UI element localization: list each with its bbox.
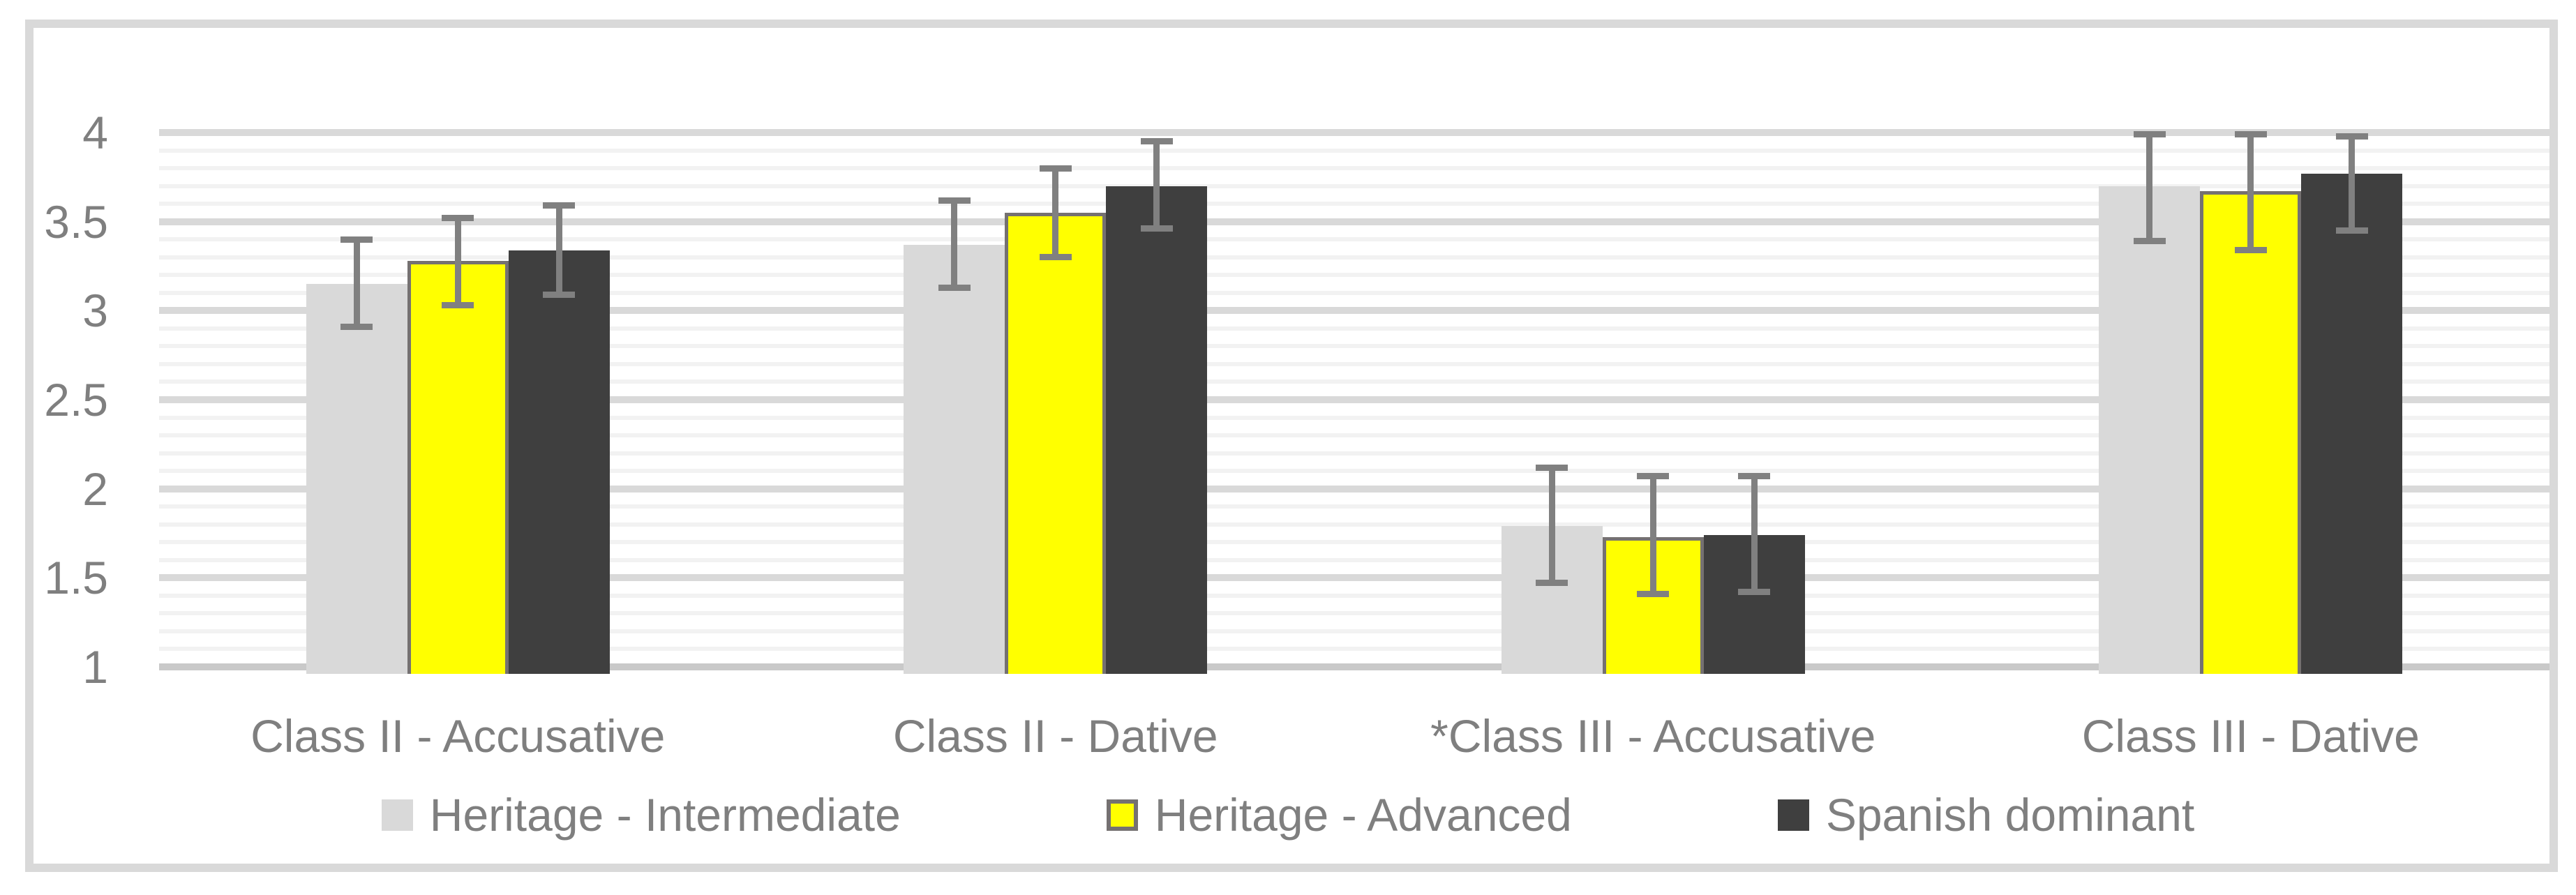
minor-gridline xyxy=(159,540,2549,545)
bar-series3-cat1 xyxy=(508,250,610,674)
minor-gridline xyxy=(159,504,2549,509)
error-bar xyxy=(1153,141,1160,229)
error-bar-cap xyxy=(938,197,971,204)
error-bar-cap xyxy=(543,202,576,209)
error-bar-cap xyxy=(1738,473,1771,480)
legend-item: Spanish dominant xyxy=(1777,789,2195,841)
error-bar-cap xyxy=(1738,589,1771,596)
minor-gridline xyxy=(159,148,2549,153)
bar-series1-cat2 xyxy=(904,244,1005,674)
error-bar-cap xyxy=(2133,131,2166,138)
y-tick-label: 1.5 xyxy=(44,552,108,604)
major-gridline xyxy=(159,307,2549,315)
error-bar-cap xyxy=(2335,133,2368,140)
error-bar-cap xyxy=(1637,473,1670,480)
minor-gridline xyxy=(159,629,2549,633)
legend: Heritage - Intermediate Heritage - Advanc… xyxy=(0,790,2576,840)
minor-gridline xyxy=(159,469,2549,474)
plot-area xyxy=(159,129,2549,674)
major-gridline xyxy=(159,485,2549,492)
minor-gridline xyxy=(159,273,2549,278)
y-tick-label: 4 xyxy=(82,107,108,158)
error-bar-cap xyxy=(2133,238,2166,245)
x-axis-line xyxy=(159,663,2549,670)
error-bar-cap xyxy=(1536,464,1568,471)
bar-series1-cat4 xyxy=(2099,186,2201,674)
legend-label: Heritage - Intermediate xyxy=(429,789,901,841)
error-bar-cap xyxy=(442,215,474,222)
error-bar xyxy=(1751,476,1758,592)
error-bar-cap xyxy=(340,323,373,330)
major-gridline xyxy=(159,129,2549,136)
minor-gridline xyxy=(159,451,2549,456)
major-gridline xyxy=(159,218,2549,225)
error-bar xyxy=(951,200,958,288)
major-gridline xyxy=(159,396,2549,403)
legend-swatch-icon xyxy=(1106,799,1138,831)
minor-gridline xyxy=(159,361,2549,366)
error-bar-cap xyxy=(938,284,971,291)
legend-item: Heritage - Intermediate xyxy=(381,789,901,841)
minor-gridline xyxy=(159,522,2549,527)
minor-gridline xyxy=(159,326,2549,331)
bar-series3-cat2 xyxy=(1106,186,1208,674)
y-tick-label: 2.5 xyxy=(44,374,108,426)
minor-gridline xyxy=(159,379,2549,384)
error-bar-cap xyxy=(1039,165,1072,172)
minor-gridline xyxy=(159,183,2549,188)
minor-gridline xyxy=(159,237,2549,242)
error-bar-cap xyxy=(543,291,576,298)
legend-swatch-icon xyxy=(1777,799,1809,831)
minor-gridline xyxy=(159,593,2549,598)
legend-label: Heritage - Advanced xyxy=(1154,789,1572,841)
bar-series2-cat4 xyxy=(2200,191,2302,674)
major-gridline xyxy=(159,574,2549,582)
minor-gridline xyxy=(159,433,2549,438)
y-tick-label: 3 xyxy=(82,285,108,337)
category-label: *Class III - Accusative xyxy=(1430,710,1876,762)
error-bar xyxy=(1649,476,1656,594)
minor-gridline xyxy=(159,557,2549,562)
error-bar xyxy=(1052,168,1059,257)
bar-series2-cat1 xyxy=(407,260,509,674)
minor-gridline xyxy=(159,344,2549,349)
error-bar xyxy=(2349,136,2356,231)
legend-label: Spanish dominant xyxy=(1825,789,2195,841)
error-bar-cap xyxy=(2234,247,2267,254)
error-bar xyxy=(454,218,461,306)
category-label: Class III - Dative xyxy=(2081,710,2420,762)
error-bar-cap xyxy=(340,236,373,243)
error-bar xyxy=(2146,134,2153,241)
error-bar-cap xyxy=(1039,254,1072,261)
minor-gridline xyxy=(159,290,2549,295)
error-bar xyxy=(353,239,360,327)
y-tick-label: 3.5 xyxy=(44,195,108,248)
error-bar-cap xyxy=(2335,227,2368,234)
bar-series2-cat2 xyxy=(1005,212,1107,674)
minor-gridline xyxy=(159,255,2549,260)
minor-gridline xyxy=(159,415,2549,420)
error-bar xyxy=(2247,134,2254,250)
y-tick-label: 1 xyxy=(82,641,108,693)
bar-series3-cat4 xyxy=(2301,173,2403,674)
error-bar-cap xyxy=(2234,131,2267,138)
minor-gridline xyxy=(159,647,2549,652)
error-bar xyxy=(555,205,562,295)
error-bar-cap xyxy=(1140,225,1173,232)
category-label: Class II - Accusative xyxy=(250,710,666,762)
category-label: Class II - Dative xyxy=(892,710,1218,762)
minor-gridline xyxy=(159,202,2549,206)
minor-gridline xyxy=(159,166,2549,171)
legend-swatch-icon xyxy=(381,799,413,831)
minor-gridline xyxy=(159,611,2549,616)
error-bar-cap xyxy=(442,302,474,309)
error-bar-cap xyxy=(1140,138,1173,145)
error-bar-cap xyxy=(1637,590,1670,597)
bar-series1-cat1 xyxy=(306,284,407,674)
y-tick-label: 2 xyxy=(82,462,108,515)
error-bar xyxy=(1548,467,1555,583)
legend-item: Heritage - Advanced xyxy=(1106,789,1572,841)
error-bar-cap xyxy=(1536,580,1568,587)
